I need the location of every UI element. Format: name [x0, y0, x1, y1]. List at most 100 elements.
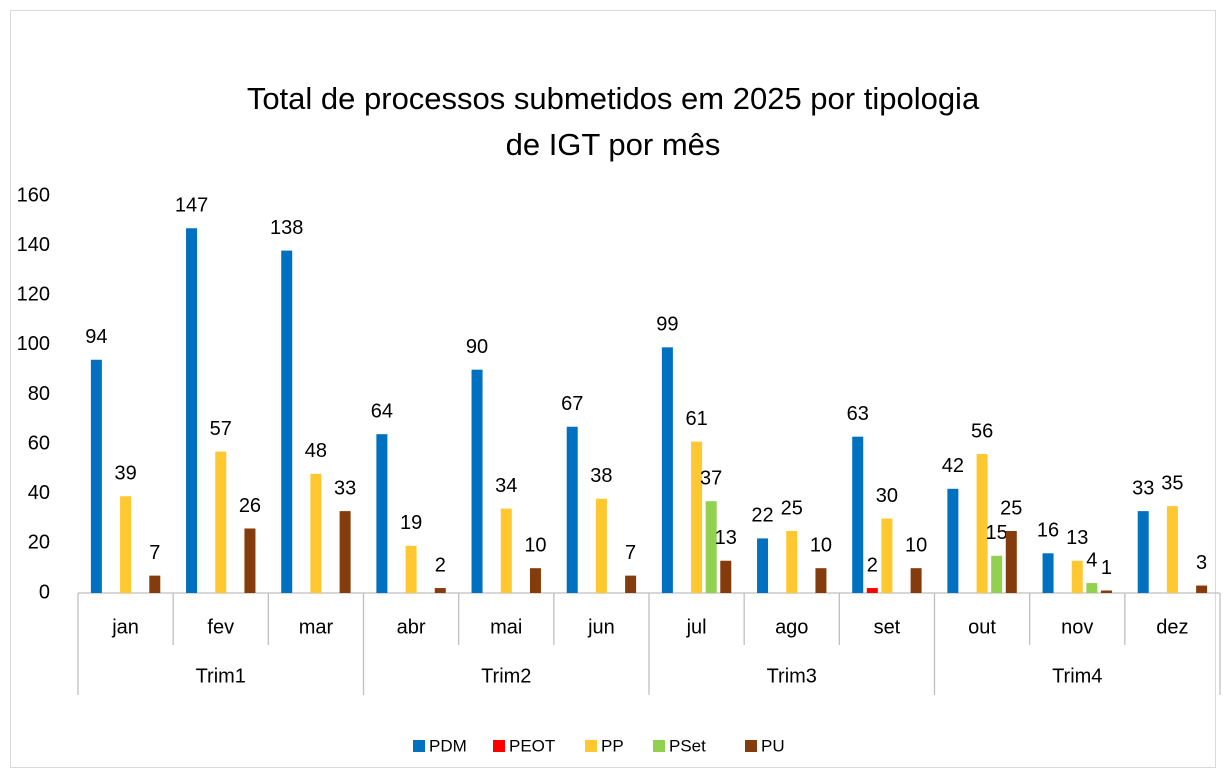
data-label: 10: [905, 534, 927, 556]
data-label: 30: [876, 485, 898, 507]
bar: [310, 473, 322, 593]
data-label: 15: [986, 522, 1008, 544]
bar: [405, 545, 417, 593]
data-label: 61: [685, 408, 707, 430]
y-tick-label: 160: [17, 184, 50, 206]
data-label: 34: [495, 475, 517, 497]
bar: [866, 588, 878, 593]
data-label: 10: [810, 534, 832, 556]
bar: [90, 359, 102, 593]
data-label: 7: [625, 542, 636, 564]
bar: [471, 369, 483, 593]
data-label: 4: [1086, 549, 1097, 571]
bar: [976, 454, 988, 593]
x-tick-label: set: [874, 616, 901, 638]
bar: [529, 568, 541, 593]
data-label: 63: [847, 403, 869, 425]
bar: [786, 530, 798, 593]
data-label: 26: [239, 495, 261, 517]
x-tick-label: jan: [111, 616, 139, 638]
data-label: 64: [371, 400, 393, 422]
data-label: 42: [942, 455, 964, 477]
data-label: 67: [561, 393, 583, 415]
bar: [705, 501, 717, 593]
x-tick-label: mai: [490, 616, 522, 638]
data-label: 99: [656, 314, 678, 336]
x-tick-label: mar: [299, 616, 334, 638]
data-label: 147: [175, 195, 208, 217]
bar: [186, 228, 198, 593]
data-label: 35: [1161, 472, 1183, 494]
legend-swatch: [413, 740, 425, 752]
bar: [376, 434, 388, 593]
bar: [691, 441, 703, 593]
data-label: 33: [1132, 477, 1154, 499]
legend-swatch: [745, 740, 757, 752]
data-label: 13: [715, 527, 737, 549]
group-label: Trim1: [196, 665, 246, 687]
bar: [1196, 585, 1208, 593]
data-label: 13: [1066, 527, 1088, 549]
y-tick-label: 40: [28, 482, 50, 504]
legend-swatch: [493, 740, 505, 752]
legend-label: PU: [761, 736, 785, 755]
bar: [1042, 553, 1054, 593]
y-tick-label: 100: [17, 333, 50, 355]
bar: [595, 498, 607, 593]
y-tick-label: 140: [17, 234, 50, 256]
bar: [910, 568, 922, 593]
bar: [661, 347, 673, 593]
data-label: 22: [751, 505, 773, 527]
bar: [339, 511, 351, 593]
data-label: 56: [971, 420, 993, 442]
bar: [566, 426, 578, 593]
group-label: Trim2: [481, 665, 531, 687]
bar: [149, 575, 161, 593]
bar: [757, 538, 769, 593]
y-tick-label: 60: [28, 432, 50, 454]
bar: [881, 518, 893, 593]
bar: [1071, 560, 1083, 593]
x-tick-label: fev: [207, 616, 234, 638]
data-label: 90: [466, 336, 488, 358]
legend-label: PP: [601, 736, 624, 755]
data-label: 138: [270, 217, 303, 239]
data-label: 39: [114, 463, 136, 485]
bar: [625, 575, 637, 593]
bar: [852, 436, 864, 593]
bar: [815, 568, 827, 593]
bar: [281, 250, 293, 593]
bar: [1005, 530, 1017, 593]
data-label: 1: [1101, 557, 1112, 579]
bar: [244, 528, 256, 593]
data-label: 10: [524, 534, 546, 556]
legend-label: PEOT: [509, 736, 555, 755]
legend-label: PSet: [669, 736, 706, 755]
bar: [1166, 506, 1178, 593]
chart-frame: [10, 10, 1216, 768]
bar: [120, 496, 132, 593]
data-label: 37: [700, 467, 722, 489]
y-tick-label: 80: [28, 383, 50, 405]
data-label: 16: [1037, 520, 1059, 542]
data-label: 2: [867, 554, 878, 576]
data-label: 7: [149, 542, 160, 564]
legend-label: PDM: [429, 736, 467, 755]
bar: [500, 508, 512, 593]
legend-swatch: [653, 740, 665, 752]
data-label: 94: [85, 326, 107, 348]
data-label: 25: [1000, 497, 1022, 519]
data-label: 25: [781, 497, 803, 519]
y-tick-label: 20: [28, 532, 50, 554]
data-label: 2: [435, 554, 446, 576]
chart-title: Total de processos submetidos em 2025 po…: [246, 81, 980, 162]
bar: [434, 588, 446, 593]
legend-swatch: [585, 740, 597, 752]
data-label: 33: [334, 477, 356, 499]
data-label: 38: [590, 465, 612, 487]
data-label: 48: [305, 440, 327, 462]
data-label: 3: [1196, 552, 1207, 574]
x-tick-label: nov: [1061, 616, 1093, 638]
